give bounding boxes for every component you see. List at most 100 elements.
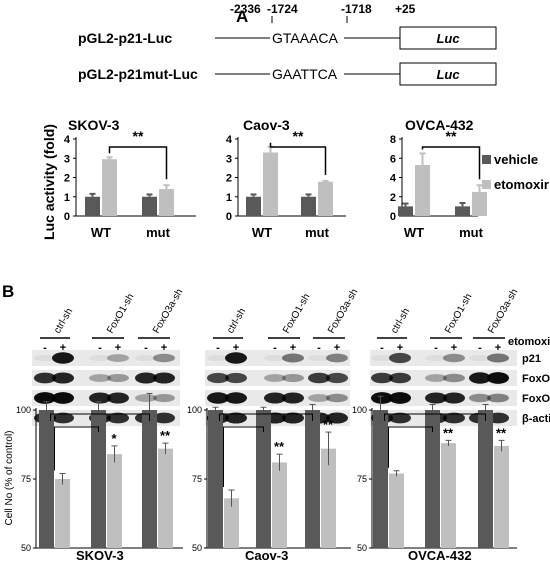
protein-band [264, 354, 286, 362]
luciferase-box [399, 62, 497, 86]
bar [263, 152, 278, 216]
group-label: FoxO1-sh [443, 292, 474, 336]
bar [102, 159, 117, 216]
y-tick-label: 0 [226, 211, 232, 223]
significance-bracket [108, 146, 168, 180]
protein-label: β-actin [522, 413, 550, 425]
protein-band [371, 392, 393, 404]
position-label: +25 [395, 2, 416, 16]
luc-chart: SKOV-3 0 1 2 3 4 WT mut ** Luc activity (fold) [41, 117, 196, 240]
luciferase-charts: SKOV-3 0 1 2 3 4 WT mut ** Luc activity (fold) Cao… [41, 117, 487, 240]
comparison-bracket [388, 426, 433, 468]
y-tick-label: 3 [226, 153, 232, 165]
protein-band [107, 412, 129, 424]
luc-chart: Caov-3 0 1 2 3 4 WT mut ** [226, 117, 346, 240]
treatment-sign: - [273, 342, 277, 354]
protein-band [487, 353, 509, 363]
group-label: ctrl-sh [389, 306, 412, 335]
bar [142, 410, 157, 548]
protein-band [326, 393, 348, 403]
protein-band [52, 352, 74, 364]
position-label: -1724 [267, 2, 298, 16]
bar [142, 196, 157, 216]
y-tick-label: 50 [192, 543, 202, 553]
protein-band [34, 372, 56, 384]
treatment-sign: + [495, 342, 501, 354]
group-label: ctrl-sh [52, 306, 75, 335]
etomoxir-label: etomoxir [508, 336, 550, 348]
blot-panel: ctrl-sh- +FoxO1-sh- +FoxO3a-sh- + [370, 287, 520, 426]
y-tick-label: 50 [21, 543, 31, 553]
chart-title: SKOV-3 [76, 548, 124, 563]
significance-bracket [269, 142, 327, 175]
bar [321, 448, 336, 548]
y-tick-label: 75 [192, 474, 202, 484]
bar [272, 462, 287, 548]
chart-legend: vehicle etomoxir [482, 152, 549, 192]
blot-row-labels: etomoxir p21 FoxO1 FoxO3a β-actin [508, 336, 550, 425]
protein-band [52, 392, 74, 404]
treatment-sign: + [60, 342, 66, 354]
bar [158, 448, 173, 548]
treatment-sign: + [161, 342, 167, 354]
protein-band [52, 372, 74, 384]
group-label: FoxO3a-sh [151, 287, 185, 335]
bar [398, 206, 413, 216]
treatment-sign: - [380, 342, 384, 354]
protein-band [443, 373, 465, 383]
comparison-bracket [223, 426, 264, 488]
protein-band [326, 353, 348, 363]
protein-band [207, 354, 229, 362]
blot-panel: ctrl-sh- +FoxO1-sh- +FoxO3a-sh- + [205, 287, 360, 426]
legend-label: etomoxir [494, 177, 549, 192]
y-tick-label: 100 [187, 405, 202, 415]
y-tick-label: 2 [226, 173, 232, 185]
bar [425, 410, 440, 548]
blot-panel: ctrl-sh- +FoxO1-sh- +FoxO3a-sh- + [32, 287, 185, 426]
x-tick-label: mut [459, 225, 484, 240]
protein-band [264, 392, 286, 404]
group-label: FoxO3a-sh [326, 287, 360, 335]
protein-band [487, 393, 509, 403]
x-tick-label: WT [91, 225, 111, 240]
protein-band [52, 412, 74, 424]
construct-name: pGL2-p21-Luc [78, 30, 172, 46]
protein-band [135, 394, 157, 402]
luciferase-box [399, 26, 497, 50]
protein-band [153, 412, 175, 424]
protein-band [264, 374, 286, 382]
protein-band [443, 412, 465, 424]
legend-swatch [482, 155, 491, 164]
y-tick-label: 6 [390, 153, 396, 165]
luciferase-label: Luc [436, 67, 460, 82]
treatment-sign: + [233, 342, 239, 354]
protein-band [34, 392, 56, 404]
protein-band [89, 354, 111, 362]
treatment-sign: - [434, 342, 438, 354]
protein-band [153, 372, 175, 384]
construct-name: pGL2-p21mut-Luc [78, 66, 198, 82]
protein-band [389, 372, 411, 384]
treatment-sign: + [115, 342, 121, 354]
significance-label: ** [293, 128, 304, 144]
y-tick-label: 75 [21, 474, 31, 484]
significance-label: ** [446, 128, 457, 144]
protein-band [282, 392, 304, 404]
significance-label: ** [160, 428, 171, 443]
protein-band [389, 392, 411, 404]
protein-band [425, 374, 447, 382]
bar [91, 410, 106, 548]
protein-label: p21 [522, 353, 541, 365]
y-tick-label: 75 [357, 474, 367, 484]
protein-band [371, 372, 393, 384]
y-tick-label: 2 [390, 192, 396, 204]
significance-label: ** [443, 425, 454, 440]
x-tick-label: mut [305, 225, 330, 240]
protein-band [225, 372, 247, 384]
legend-label: vehicle [494, 152, 538, 167]
foxo-site-sequence: GAATTCA [272, 66, 338, 82]
x-tick-label: mut [146, 225, 171, 240]
protein-band [107, 354, 129, 362]
protein-band [326, 412, 348, 424]
y-tick-label: 8 [390, 134, 396, 146]
